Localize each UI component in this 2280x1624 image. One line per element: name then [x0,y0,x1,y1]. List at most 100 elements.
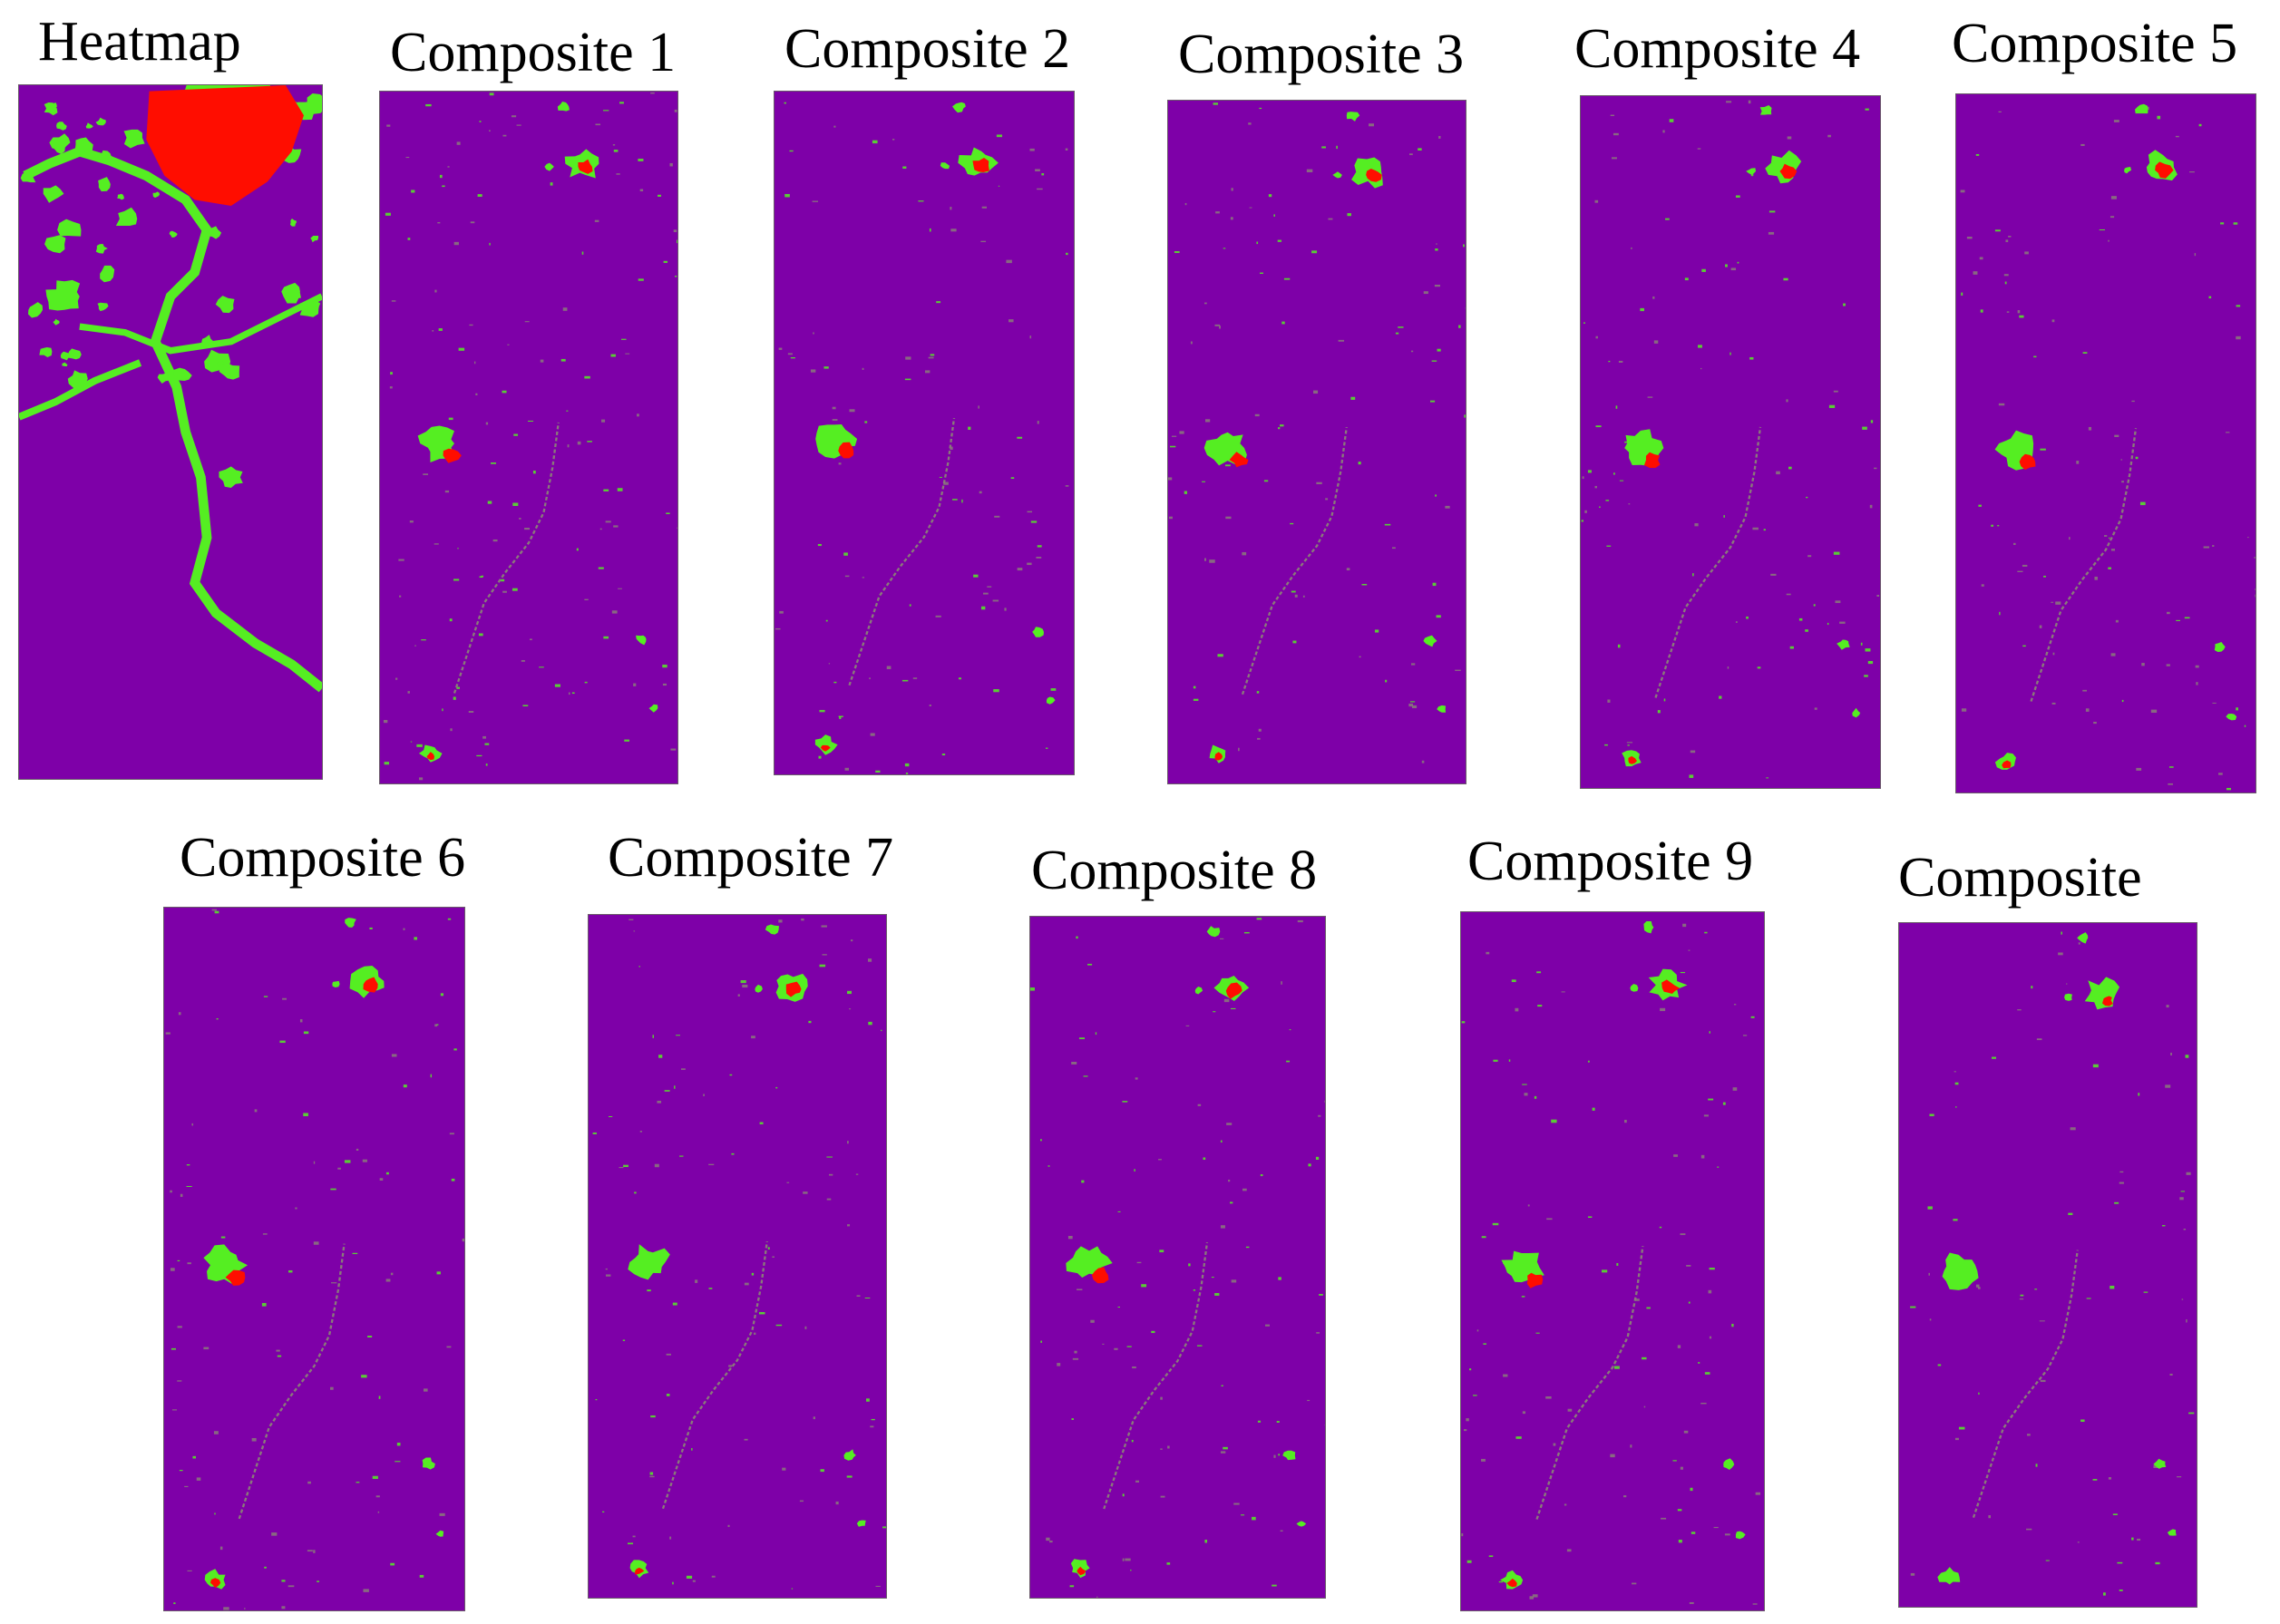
land-cover-patch [1206,926,1221,938]
land-cover-patch [219,466,243,489]
speckle [462,1238,464,1242]
speckle [416,744,423,747]
speckle [1225,516,1232,520]
speckle [567,444,570,448]
speckle [1534,1095,1537,1099]
speckle [540,359,544,363]
speckle [2189,171,2195,173]
land-cover-patch [557,101,570,112]
speckle [477,194,482,198]
speckle [1131,1439,1134,1443]
speckle [2110,549,2116,551]
speckle [418,777,424,781]
speckle [2076,461,2080,464]
speckle [2131,400,2135,403]
speckle [1536,971,1542,974]
speckle [1384,523,1391,526]
speckle [446,1346,452,1348]
speckle [489,92,494,96]
speckle [2188,1412,2195,1415]
speckle [855,1173,859,1175]
land-cover-patch [2077,932,2089,944]
speckle [993,689,999,693]
speckle [581,251,584,255]
river-trace [238,1243,346,1520]
speckle [361,1375,367,1378]
speckle [1627,744,1630,746]
speckle [391,300,396,302]
speckle [672,1581,674,1585]
land-cover-patch [2064,993,2072,1001]
land-cover-patch [1937,1567,1961,1585]
speckle [1488,1555,1494,1558]
speckle [1617,644,1621,648]
speckle [2137,1538,2141,1541]
speckle [843,552,848,556]
speckle [1701,268,1706,272]
speckle [692,1580,696,1582]
speckle [502,390,507,394]
speckle [1929,1113,1934,1116]
speckle [2233,222,2238,225]
speckle [804,1326,807,1329]
speckle [1700,1403,1707,1405]
speckle [432,330,434,332]
speckle [633,683,637,686]
map-heatmap [18,84,323,780]
speckle [2108,239,2109,242]
speckle [1421,760,1425,763]
panel-title: Composite [1898,847,2142,909]
speckle [1508,1059,1511,1062]
land-cover-patch [225,1269,246,1286]
speckle [1564,1503,1567,1506]
speckle [1292,640,1297,644]
speckle [372,1475,378,1480]
speckle [775,1086,778,1089]
panel-title: Composite 3 [1178,24,1465,85]
speckle [1286,1060,1291,1063]
speckle [434,543,439,545]
speckle [1660,1007,1666,1012]
speckle [281,1606,286,1609]
speckle [1069,1585,1075,1588]
speckle [1979,257,1983,260]
land-cover-patch [1852,707,1861,718]
speckle [803,1191,808,1194]
speckle [618,588,622,589]
speckle [2254,557,2256,559]
speckle [184,1485,189,1488]
speckle [529,638,532,641]
speckle [485,422,489,425]
land-cover-patch [1779,163,1798,180]
speckle [603,636,609,639]
speckle [1768,210,1776,213]
speckle [1730,267,1737,271]
speckle [1515,1436,1522,1439]
speckle [532,470,536,474]
speckle [1307,1399,1311,1402]
speckle [1283,277,1291,280]
speckle [356,1148,359,1151]
speckle [1594,199,1599,203]
speckle [856,1295,861,1297]
speckle [1566,1549,1572,1552]
speckle [1973,271,1978,275]
speckle [663,260,668,263]
speckle [1689,1601,1694,1604]
speckle [1665,218,1670,220]
speckle [1168,516,1173,520]
speckle [410,741,413,743]
speckle [449,618,453,622]
speckle [1090,1319,1095,1323]
speckle [1167,1445,1170,1449]
speckle [1527,1204,1530,1207]
speckle [2092,1479,2098,1481]
speckle [1257,737,1261,740]
land-cover-patch [307,92,322,114]
speckle [2022,645,2026,647]
speckle [832,419,838,421]
speckle [1748,100,1751,104]
speckle [647,1289,651,1292]
speckle [2006,311,2010,313]
land-cover-patch [2019,453,2036,471]
